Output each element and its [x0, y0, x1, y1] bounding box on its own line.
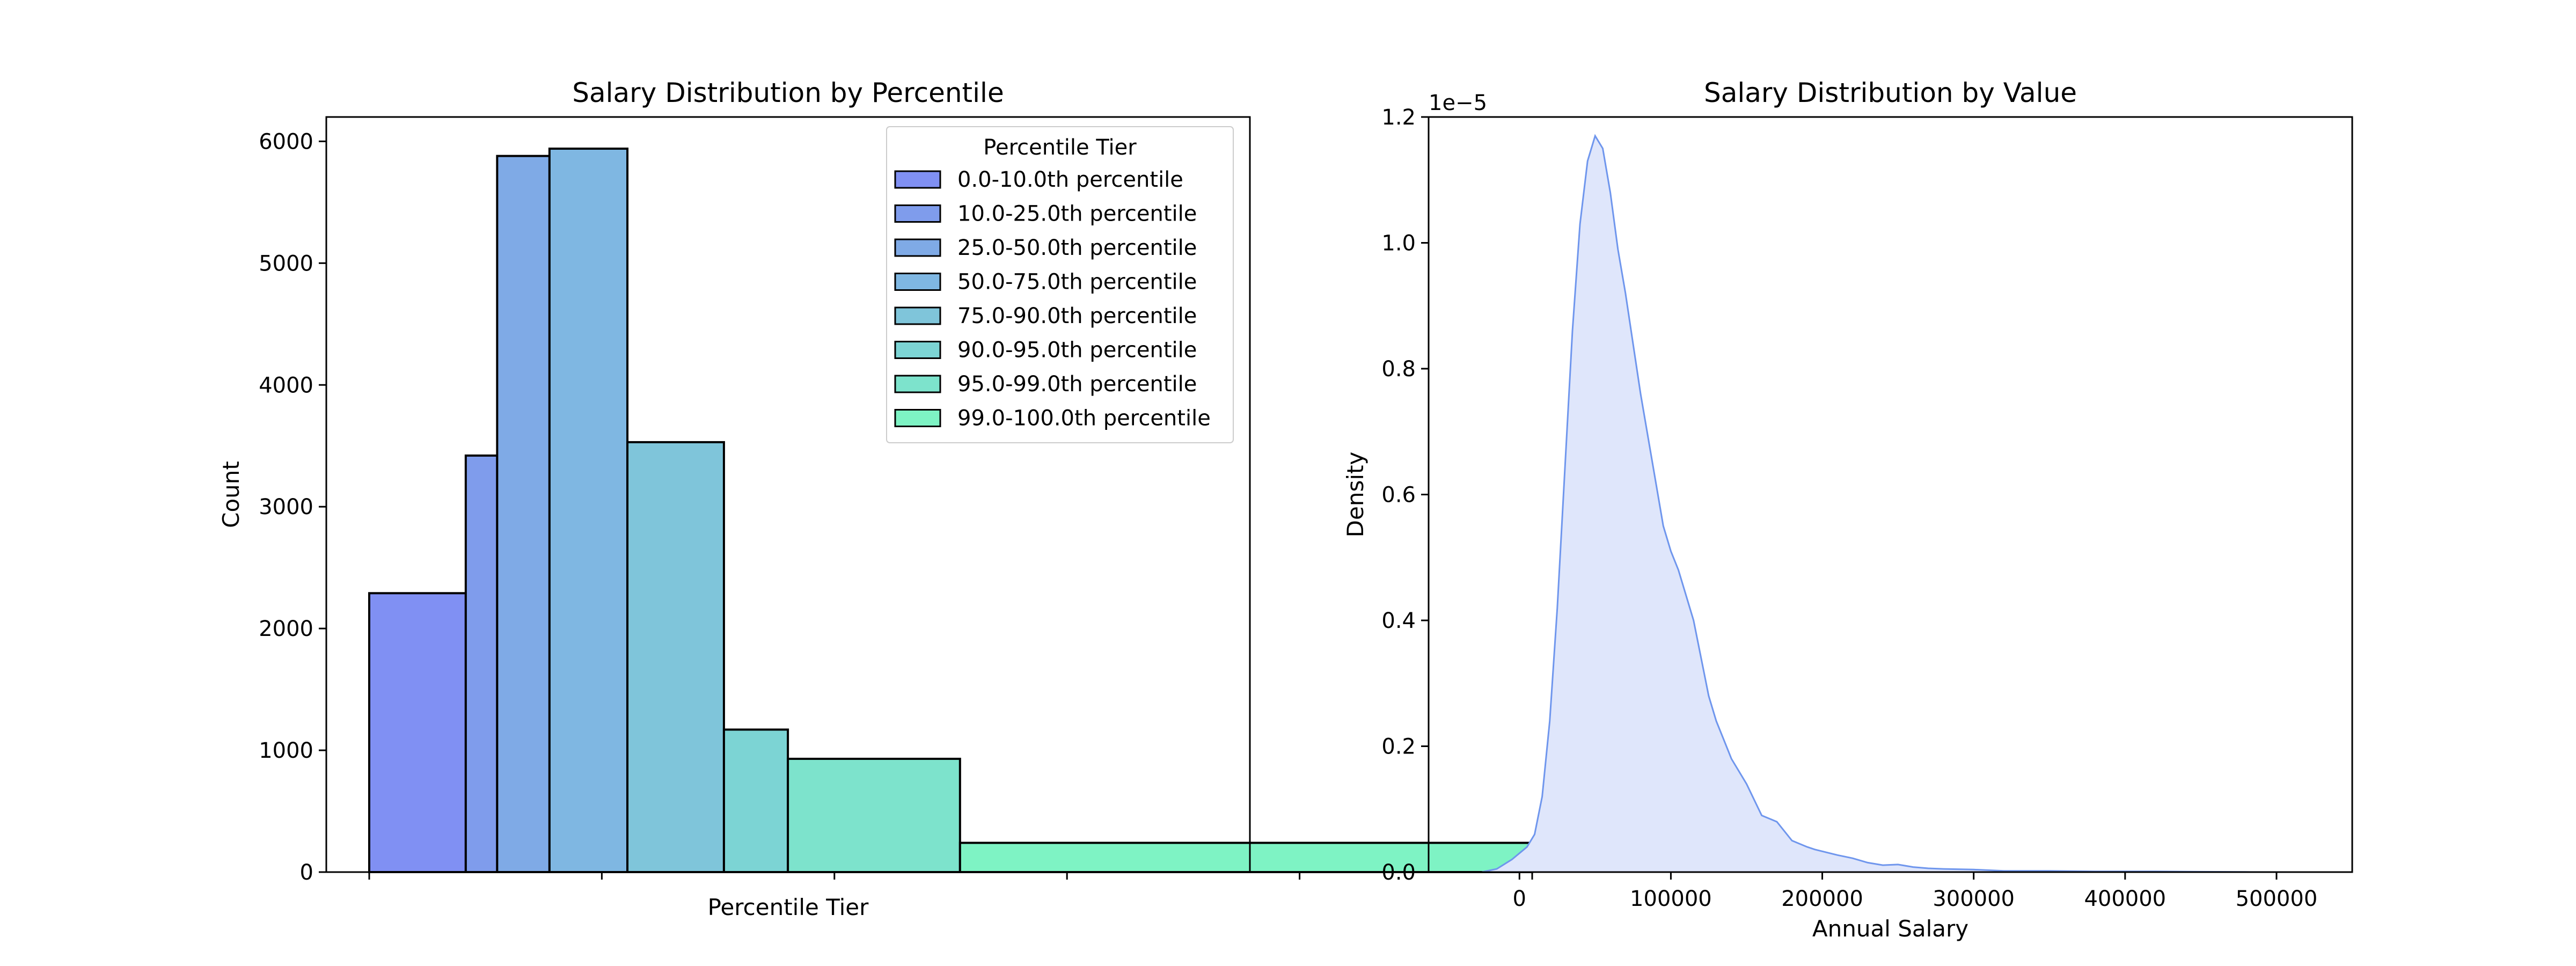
legend-swatch	[894, 375, 941, 393]
y-tick-label: 4000	[259, 373, 313, 398]
legend-entry-label: 10.0-25.0th percentile	[957, 202, 1197, 226]
chart-title: Salary Distribution by Value	[1704, 77, 2077, 108]
y-tick-label: 1.0	[1381, 231, 1416, 256]
legend-entries: 0.0-10.0th percentile 10.0-25.0th percent…	[894, 167, 1211, 431]
y-tick-label: 1000	[259, 738, 313, 763]
x-axis-ticks	[368, 872, 1533, 880]
legend-swatch	[894, 306, 941, 325]
y-axis-offset-label: 1e−5	[1429, 91, 1487, 115]
legend-box	[886, 126, 1234, 443]
chart-title: Salary Distribution by Percentile	[572, 77, 1004, 108]
y-tick-label: 1.2	[1381, 105, 1416, 130]
x-axis-label: Percentile Tier	[708, 894, 869, 920]
x-tick-label: 200000	[1781, 887, 1863, 911]
y-axis-label: Count	[218, 461, 244, 528]
y-axis-label: Density	[1342, 452, 1368, 538]
histogram-bar-1	[368, 592, 467, 873]
legend-title: Percentile Tier	[983, 135, 1137, 160]
histogram-bar-5	[626, 441, 725, 873]
legend-swatch	[894, 204, 941, 223]
histogram-bar-2	[464, 454, 499, 873]
x-tick-label: 0	[1513, 887, 1526, 911]
y-axis-ticks: 0.0 0.2 0.4 0.6 0.8 1.0 1.2	[1381, 105, 1429, 885]
legend: Percentile Tier 0.0-10.0th percentile 10.…	[886, 126, 1234, 443]
y-tick-label: 0.4	[1381, 609, 1416, 633]
x-tick-label: 400000	[2084, 887, 2166, 911]
histogram-bar-7	[787, 757, 961, 873]
x-tick-label: 100000	[1630, 887, 1712, 911]
legend-swatch	[894, 409, 941, 427]
legend-entry-label: 50.0-75.0th percentile	[957, 270, 1197, 295]
density-line	[1481, 134, 2292, 873]
legend-entry-label: 99.0-100.0th percentile	[957, 406, 1211, 431]
y-axis-ticks: 0 1000 2000 3000 4000 5000 6000	[259, 129, 326, 885]
legend-swatch	[894, 238, 941, 257]
legend-entry-label: 25.0-50.0th percentile	[957, 236, 1197, 260]
y-tick-label: 0	[300, 860, 313, 885]
y-tick-label: 6000	[259, 129, 313, 154]
histogram-bar-8	[958, 841, 1533, 874]
y-tick-label: 0.8	[1381, 357, 1416, 382]
x-tick-label: 500000	[2236, 887, 2318, 911]
legend-entry-label: 90.0-95.0th percentile	[957, 338, 1197, 363]
y-tick-label: 2000	[259, 617, 313, 641]
legend-swatch	[894, 341, 941, 359]
legend-entry-label: 75.0-90.0th percentile	[957, 304, 1197, 328]
histogram-bars	[368, 148, 1533, 874]
salary-density-chart: Salary Distribution by Value 0.00.20.40.…	[1342, 77, 2353, 942]
y-tick-label: 5000	[259, 251, 313, 276]
percentile-histogram-chart: Salary Distribution by Percentile 0 1000 2…	[218, 77, 1533, 920]
x-tick-label: 300000	[1933, 887, 2015, 911]
x-axis-label: Annual Salary	[1812, 916, 1968, 942]
x-axis-ticks: 0 100000 200000 300000 400000 500000	[1513, 872, 2318, 911]
y-tick-label: 0.2	[1381, 735, 1416, 759]
legend-swatch	[894, 273, 941, 291]
plot-frame	[325, 116, 1251, 873]
density-area	[1481, 136, 2292, 873]
legend-swatch	[894, 170, 941, 189]
legend-entry-label: 0.0-10.0th percentile	[957, 167, 1183, 192]
histogram-bar-6	[722, 728, 789, 873]
y-tick-label: 0.0	[1381, 860, 1416, 885]
y-tick-label: 3000	[259, 495, 313, 519]
histogram-bar-4	[548, 148, 629, 874]
y-tick-label: 0.6	[1381, 483, 1416, 508]
histogram-bar-3	[496, 155, 551, 873]
legend-entry-label: 95.0-99.0th percentile	[957, 372, 1197, 397]
